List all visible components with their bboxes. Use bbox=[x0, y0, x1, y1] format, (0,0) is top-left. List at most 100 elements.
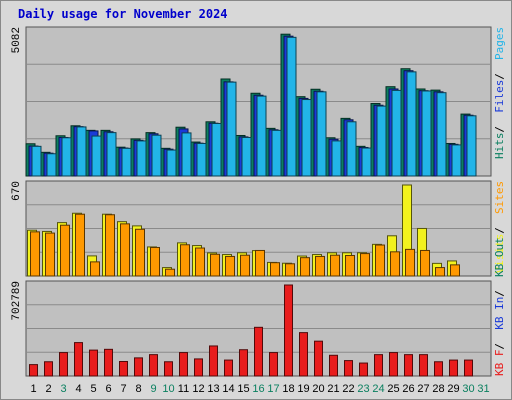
bar-kb-f-day-13 bbox=[209, 345, 218, 377]
bar-kb-f-day-17 bbox=[269, 352, 278, 377]
day-label-2: 2 bbox=[45, 383, 51, 395]
bar-sites-day-20 bbox=[315, 255, 325, 277]
bar-kb-f-day-28 bbox=[434, 361, 443, 377]
bar-sites-day-19 bbox=[300, 257, 310, 277]
bar-sites-day-5 bbox=[90, 261, 100, 277]
day-label-18: 18 bbox=[282, 383, 294, 395]
day-label-28: 28 bbox=[432, 383, 444, 395]
bar-pages-day-12 bbox=[196, 142, 207, 177]
bar-sites-day-27 bbox=[420, 249, 430, 277]
bar-pages-day-16 bbox=[256, 95, 267, 177]
bar-sites-day-14 bbox=[225, 255, 235, 277]
panel-hits_files_pages-ymax-label: 5082 bbox=[11, 27, 23, 53]
bar-pages-day-10 bbox=[166, 149, 177, 177]
bar-sites-day-3 bbox=[60, 224, 70, 277]
day-label-12: 12 bbox=[192, 383, 204, 395]
chart-title: Daily usage for November 2024 bbox=[18, 7, 228, 21]
day-label-1: 1 bbox=[30, 383, 36, 395]
bar-pages-day-28 bbox=[436, 92, 447, 177]
bar-kb-f-day-16 bbox=[254, 326, 263, 377]
bar-sites-day-12 bbox=[195, 247, 205, 277]
bar-sites-day-2 bbox=[45, 232, 55, 277]
bar-pages-day-7 bbox=[121, 147, 132, 177]
bar-kb-f-day-24 bbox=[374, 354, 383, 377]
day-label-17: 17 bbox=[267, 383, 279, 395]
bar-kb-f-day-3 bbox=[59, 352, 68, 377]
bar-sites-day-17 bbox=[270, 262, 280, 277]
panel-hits_files_pages-legend-hits: Hits bbox=[493, 133, 506, 160]
day-label-30: 30 bbox=[462, 383, 474, 395]
panel-kbytes-legend-separator-1: / bbox=[493, 290, 506, 297]
day-label-14: 14 bbox=[222, 383, 234, 395]
day-label-13: 13 bbox=[207, 383, 219, 395]
bar-sites-day-21 bbox=[330, 254, 340, 277]
bar-pages-day-19 bbox=[301, 99, 312, 177]
bar-pages-day-22 bbox=[346, 121, 357, 177]
panel-hits_files_pages-legend-files: Files bbox=[493, 80, 506, 113]
bar-sites-day-16 bbox=[255, 249, 265, 277]
bar-pages-day-26 bbox=[406, 71, 417, 177]
day-label-6: 6 bbox=[105, 383, 111, 395]
day-label-24: 24 bbox=[372, 383, 384, 395]
bar-kb-f-day-15 bbox=[239, 349, 248, 377]
bar-pages-day-18 bbox=[286, 36, 297, 177]
bar-sites-day-9 bbox=[150, 246, 160, 277]
bar-kb-f-day-22 bbox=[344, 360, 353, 377]
panel-visits_sites-legend-separator-0: / bbox=[493, 227, 506, 234]
bar-sites-day-29 bbox=[450, 264, 460, 277]
panel-visits_sites-legend-sites: Sites bbox=[493, 181, 506, 214]
day-label-11: 11 bbox=[178, 383, 189, 395]
day-label-4: 4 bbox=[75, 383, 81, 395]
panel-kbytes-legend-kb-out: KB Out bbox=[493, 237, 506, 277]
bar-sites-day-4 bbox=[75, 213, 85, 277]
bar-sites-day-10 bbox=[165, 268, 175, 277]
bar-sites-day-23 bbox=[360, 253, 370, 277]
day-label-23: 23 bbox=[357, 383, 369, 395]
bar-pages-day-14 bbox=[226, 81, 237, 177]
bar-kb-f-day-11 bbox=[179, 352, 188, 377]
bar-kb-f-day-12 bbox=[194, 358, 203, 377]
day-label-10: 10 bbox=[162, 383, 174, 395]
day-label-29: 29 bbox=[447, 383, 459, 395]
bar-sites-day-25 bbox=[390, 251, 400, 277]
bar-sites-day-1 bbox=[30, 231, 40, 277]
bar-sites-day-26 bbox=[405, 248, 415, 277]
panel-kbytes-legend-separator-0: / bbox=[493, 343, 506, 350]
bar-kb-f-day-27 bbox=[419, 354, 428, 377]
bar-sites-day-6 bbox=[105, 214, 115, 277]
day-label-5: 5 bbox=[90, 383, 96, 395]
bar-pages-day-23 bbox=[361, 147, 372, 177]
day-label-25: 25 bbox=[387, 383, 399, 395]
bar-pages-day-9 bbox=[151, 134, 162, 177]
bar-pages-day-27 bbox=[421, 90, 432, 177]
bar-pages-day-24 bbox=[376, 105, 387, 177]
bar-sites-day-15 bbox=[240, 254, 250, 277]
bar-pages-day-2 bbox=[46, 153, 57, 177]
day-label-3: 3 bbox=[60, 383, 66, 395]
bar-kb-f-day-5 bbox=[89, 349, 98, 377]
day-label-15: 15 bbox=[237, 383, 249, 395]
bar-pages-day-25 bbox=[391, 89, 402, 177]
bar-sites-day-13 bbox=[210, 253, 220, 277]
bar-pages-day-20 bbox=[316, 91, 327, 177]
panel-hits_files_pages-legend-separator-0: / bbox=[493, 126, 506, 133]
day-label-31: 31 bbox=[477, 383, 489, 395]
bar-pages-day-15 bbox=[241, 136, 252, 177]
day-label-26: 26 bbox=[402, 383, 414, 395]
panel-hits_files_pages-legend-pages: Pages bbox=[493, 27, 506, 60]
bar-pages-day-11 bbox=[181, 132, 192, 177]
bar-kb-f-day-20 bbox=[314, 340, 323, 377]
bar-kb-f-day-18 bbox=[284, 284, 293, 377]
day-label-22: 22 bbox=[342, 383, 354, 395]
day-label-9: 9 bbox=[150, 383, 156, 395]
bar-kb-f-day-2 bbox=[44, 361, 53, 377]
bar-pages-day-1 bbox=[31, 145, 42, 177]
bar-pages-day-13 bbox=[211, 123, 222, 177]
bar-kb-f-day-26 bbox=[404, 354, 413, 377]
day-label-21: 21 bbox=[327, 383, 339, 395]
panel-kbytes-legend-kb-in: KB In bbox=[493, 297, 506, 330]
panel-hits_files_pages-legend-separator-1: / bbox=[493, 73, 506, 80]
bar-kb-f-day-8 bbox=[134, 357, 143, 377]
bar-kb-f-day-7 bbox=[119, 360, 128, 377]
day-label-19: 19 bbox=[297, 383, 309, 395]
